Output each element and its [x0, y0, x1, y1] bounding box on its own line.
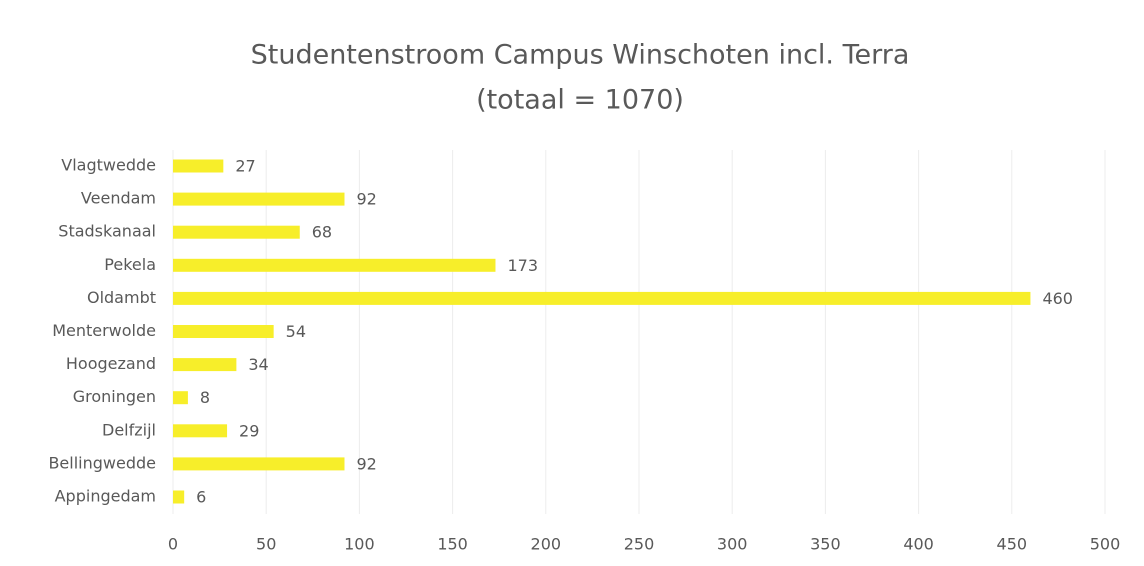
- y-tick-label: Delfzijl: [102, 420, 156, 439]
- data-label: 92: [356, 454, 376, 473]
- chart-subtitle: (totaal = 1070): [476, 85, 684, 116]
- x-tick-label: 450: [997, 535, 1028, 554]
- y-tick-label: Stadskanaal: [58, 222, 156, 241]
- bar: [173, 490, 185, 504]
- y-tick-label: Menterwolde: [52, 321, 156, 340]
- data-label: 92: [356, 190, 376, 209]
- data-label: 68: [312, 223, 332, 242]
- x-tick-label: 50: [256, 535, 276, 554]
- bar: [173, 457, 345, 471]
- y-tick-label: Vlagtwedde: [61, 156, 156, 175]
- data-label: 34: [248, 355, 268, 374]
- bar: [173, 159, 224, 173]
- x-tick-label: 150: [437, 535, 468, 554]
- bar: [173, 358, 237, 372]
- bar: [173, 192, 345, 206]
- data-label: 54: [286, 322, 306, 341]
- bar: [173, 325, 274, 338]
- y-tick-label: Veendam: [81, 189, 156, 208]
- data-label: 173: [507, 256, 538, 275]
- y-tick-label: Hoogezand: [66, 354, 156, 373]
- x-tick-label: 300: [717, 535, 748, 554]
- x-tick-label: 250: [624, 535, 655, 554]
- y-tick-label: Pekela: [104, 255, 156, 274]
- bar: [173, 291, 1031, 305]
- bar: [173, 424, 228, 438]
- bar: [173, 225, 300, 239]
- y-tick-label: Appingedam: [55, 487, 156, 506]
- y-tick-label: Oldambt: [87, 288, 156, 307]
- x-tick-label: 500: [1090, 535, 1121, 554]
- data-label: 29: [239, 421, 259, 440]
- y-tick-label: Groningen: [73, 387, 156, 406]
- x-tick-label: 100: [344, 535, 375, 554]
- chart-title: Studentenstroom Campus Winschoten incl. …: [251, 40, 910, 71]
- x-tick-label: 400: [903, 535, 934, 554]
- bar: [173, 391, 188, 405]
- x-tick-label: 200: [531, 535, 562, 554]
- y-tick-label: Bellingwedde: [48, 453, 156, 472]
- bar: [173, 258, 496, 272]
- data-label: 6: [196, 488, 206, 507]
- data-label: 460: [1042, 289, 1073, 308]
- data-label: 27: [235, 157, 255, 176]
- x-tick-label: 350: [810, 535, 841, 554]
- x-tick-label: 0: [168, 535, 178, 554]
- data-label: 8: [200, 388, 210, 407]
